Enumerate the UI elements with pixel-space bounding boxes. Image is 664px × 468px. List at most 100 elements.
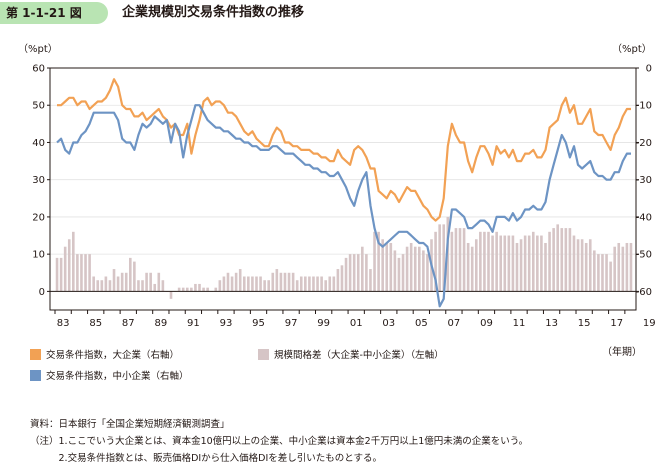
gap-bar (120, 272, 124, 292)
gap-bar (108, 280, 112, 292)
gap-bar (597, 254, 600, 292)
legend-swatch-gap (258, 349, 269, 360)
gap-bar (222, 276, 226, 292)
gap-bar (377, 231, 380, 292)
gap-bar (251, 276, 254, 292)
gap-bar (560, 228, 564, 292)
gap-bar (564, 228, 568, 292)
x-tick-label: 87 (122, 318, 135, 329)
gap-bar (365, 254, 368, 292)
gap-bar (238, 269, 242, 292)
right-tick-label: -50 (636, 250, 652, 261)
gap-bar (177, 287, 181, 292)
gap-bar (190, 287, 193, 292)
gap-bar (601, 254, 604, 292)
gap-bar (137, 280, 140, 292)
gap-bar (299, 276, 303, 292)
gap-bar (593, 250, 596, 292)
gap-bar (149, 272, 152, 292)
x-tick-label: 07 (448, 318, 461, 329)
gap-bar (438, 224, 441, 292)
gap-bar (613, 246, 616, 292)
x-tick-label: 85 (89, 318, 102, 329)
gap-bar (409, 242, 413, 292)
legend-swatch-small (30, 370, 41, 381)
x-tick-label: 97 (285, 318, 298, 329)
x-tick-label: 95 (252, 318, 265, 329)
gap-bar (527, 235, 531, 292)
gap-bar (536, 235, 539, 292)
gap-bar (507, 235, 511, 292)
x-tick-label: 83 (57, 318, 70, 329)
notes: 資料：日本銀行「全国企業短期経済観測調査」 （注）1.ここでいう大企業とは、資本… (30, 416, 528, 467)
gap-bar (458, 228, 462, 292)
gap-bar (531, 231, 535, 292)
gap-bar (72, 231, 75, 292)
gap-bar (401, 254, 405, 292)
right-tick-label: 0 (646, 64, 652, 75)
gap-bar (548, 231, 551, 292)
gap-bar (206, 287, 209, 292)
gap-bar (454, 228, 458, 292)
gap-bar (96, 280, 100, 292)
gap-bar (426, 254, 429, 292)
gap-bar (279, 272, 283, 292)
gap-bar (568, 228, 572, 292)
right-tick-label: -60 (636, 287, 652, 298)
gap-bar (218, 280, 222, 292)
gap-bar (169, 291, 173, 299)
x-tick-label: 89 (154, 318, 167, 329)
gap-bar (55, 257, 59, 292)
gap-bar (479, 231, 482, 292)
x-tick-label: 93 (220, 318, 233, 329)
gap-bar (580, 239, 584, 292)
small-enterprise-line (56, 104, 631, 308)
gap-bars (55, 216, 633, 299)
plot-frame (49, 67, 637, 311)
gap-bar (474, 239, 478, 292)
gap-bar (544, 242, 547, 292)
gap-bar (267, 280, 270, 292)
gap-bar (255, 276, 258, 292)
gap-bar (287, 272, 291, 292)
gap-bar (157, 272, 161, 292)
left-axis-unit: （%pt） (18, 43, 58, 55)
gap-bar (434, 231, 437, 292)
gap-bar (572, 235, 576, 292)
left-tick-label: 20 (32, 212, 45, 223)
legend-swatch-large (30, 349, 41, 360)
x-tick-label: 17 (610, 318, 623, 329)
left-tick-label: 50 (32, 101, 45, 112)
gap-bar (198, 283, 201, 292)
gap-bar (605, 254, 608, 292)
gap-bar (181, 287, 185, 292)
gap-bar (76, 254, 79, 292)
right-tick-label: -20 (636, 138, 652, 149)
gap-bar (242, 276, 246, 292)
gap-bar (133, 261, 136, 292)
gap-bar (259, 276, 262, 292)
gap-bar (100, 280, 104, 292)
gap-bar (275, 269, 279, 292)
gap-bar (511, 235, 515, 292)
gap-bar (617, 242, 621, 292)
gap-bar (116, 276, 120, 292)
left-tick-label: 40 (32, 138, 45, 149)
gap-bar (442, 224, 446, 292)
x-tick-label: 11 (513, 318, 526, 329)
gap-bar (381, 239, 384, 292)
legend-label-gap: 規模間格差（大企業-中小企業）（左軸） (274, 349, 444, 361)
gap-bar (385, 242, 389, 292)
gap-bar (271, 272, 275, 292)
gap-bar (124, 272, 128, 292)
gap-bar (397, 257, 401, 292)
gap-bar (625, 242, 629, 292)
right-tick-label: -10 (636, 101, 652, 112)
gap-bar (344, 257, 348, 292)
gap-bar (405, 246, 409, 292)
gap-bar (324, 280, 327, 292)
gap-bar (88, 254, 91, 292)
gap-bar (332, 276, 336, 292)
gap-bar (63, 246, 67, 292)
